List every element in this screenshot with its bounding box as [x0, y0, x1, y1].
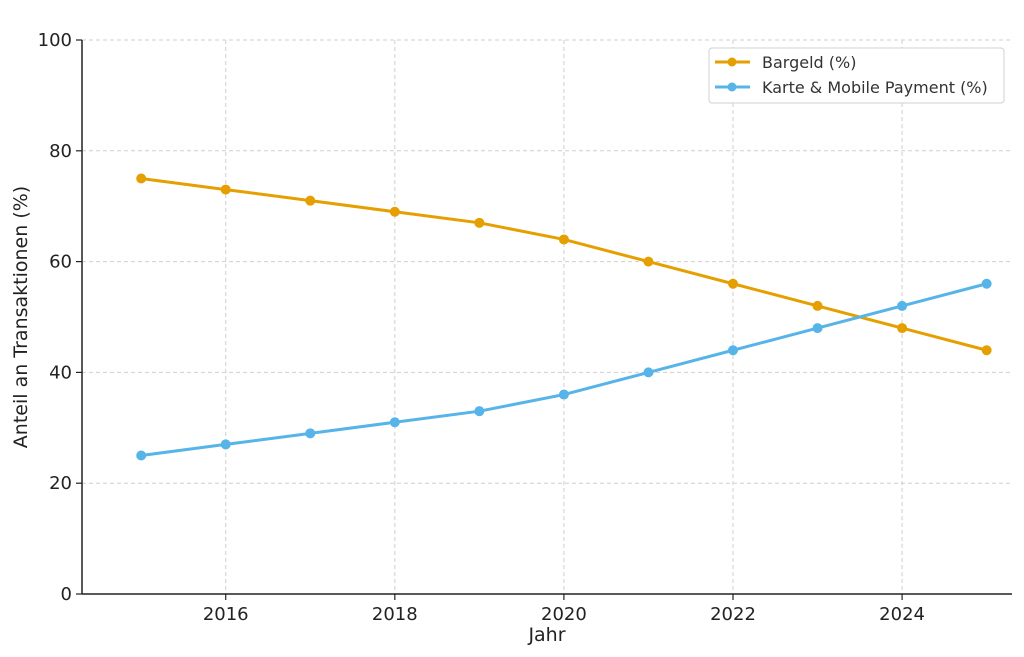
data-point-bargeld [474, 217, 485, 228]
x-axis-title: Jahr [527, 624, 565, 646]
data-point-karte [897, 300, 908, 311]
x-tick-label: 2024 [879, 604, 925, 625]
x-ticks: 2016 2018 2020 2022 2024 [203, 594, 925, 625]
legend: Bargeld (%) Karte & Mobile Payment (%) [708, 47, 1005, 104]
grid [82, 39, 1012, 594]
data-point-bargeld [897, 323, 908, 334]
data-point-bargeld [643, 256, 654, 267]
y-tick-label: 60 [49, 252, 72, 273]
data-point-bargeld [305, 195, 316, 206]
data-point-bargeld [981, 345, 992, 356]
series-group [136, 173, 992, 461]
x-tick-label: 2020 [541, 604, 587, 625]
data-point-bargeld [812, 300, 823, 311]
data-point-karte [643, 367, 654, 378]
data-point-karte [220, 439, 231, 450]
data-point-bargeld [558, 234, 569, 245]
data-point-karte [981, 278, 992, 289]
data-point-karte [558, 389, 569, 400]
data-point-karte [389, 417, 400, 428]
y-tick-label: 80 [49, 141, 72, 162]
y-tick-label: 0 [61, 584, 72, 605]
data-point-bargeld [728, 278, 738, 289]
y-tick-label: 20 [49, 473, 72, 494]
data-point-karte [474, 406, 485, 417]
data-point-karte [305, 428, 316, 439]
legend-marker-bargeld [727, 57, 737, 67]
data-point-karte [812, 323, 823, 334]
y-ticks: 0 20 40 60 80 100 [38, 30, 82, 605]
data-point-bargeld [389, 206, 400, 217]
y-tick-label: 40 [49, 362, 72, 383]
x-tick-label: 2022 [710, 604, 756, 625]
x-tick-label: 2016 [203, 604, 249, 625]
axes [81, 40, 1012, 595]
x-tick-label: 2018 [372, 604, 418, 625]
y-axis-title: Anteil an Transaktionen (%) [10, 186, 32, 448]
y-tick-label: 100 [38, 30, 72, 51]
legend-marker-karte [727, 82, 737, 92]
legend-box [708, 47, 1005, 104]
data-point-bargeld [220, 184, 231, 195]
data-point-bargeld [136, 173, 147, 184]
data-point-karte [728, 345, 738, 356]
legend-label-bargeld: Bargeld (%) [762, 53, 856, 72]
data-point-karte [136, 450, 147, 461]
legend-label-karte: Karte & Mobile Payment (%) [762, 78, 988, 97]
